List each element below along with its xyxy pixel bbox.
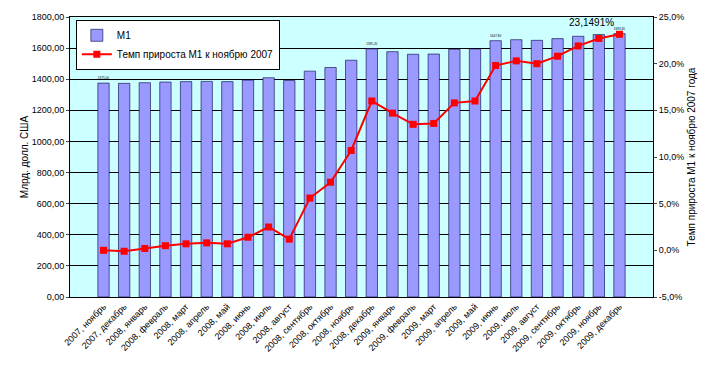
svg-text:2008, февраль: 2008, февраль — [119, 302, 170, 353]
svg-text:0,00: 0,00 — [47, 292, 65, 302]
svg-text:1000,00: 1000,00 — [32, 137, 65, 147]
svg-text:1600,00: 1600,00 — [32, 43, 65, 53]
svg-text:2008, январь: 2008, январь — [104, 302, 150, 348]
svg-text:2009, январь: 2009, январь — [352, 302, 398, 348]
svg-text:200,00: 200,00 — [37, 261, 65, 271]
svg-text:Млрд. долл. США: Млрд. долл. США — [19, 116, 30, 199]
svg-text:Темп прироста M1 к ноябрю 2007: Темп прироста M1 к ноябрю 2007 — [117, 49, 273, 60]
svg-text:M1: M1 — [117, 30, 131, 41]
svg-text:10,0%: 10,0% — [659, 152, 685, 162]
svg-text:1400,00: 1400,00 — [32, 74, 65, 84]
svg-text:1375,00: 1375,00 — [98, 76, 109, 80]
svg-text:2009, февраль: 2009, февраль — [367, 302, 418, 353]
svg-text:2009, май: 2009, май — [443, 302, 479, 338]
svg-text:2009, октябрь: 2009, октябрь — [535, 302, 583, 350]
svg-text:2008, октябрь: 2008, октябрь — [287, 302, 335, 350]
svg-text:2009, август: 2009, август — [498, 302, 541, 345]
svg-text:15,0%: 15,0% — [659, 105, 685, 115]
svg-text:2009, сентябрь: 2009, сентябрь — [510, 302, 562, 354]
svg-text:5,0%: 5,0% — [659, 199, 680, 209]
svg-text:600,00: 600,00 — [37, 199, 65, 209]
svg-text:1647,80: 1647,80 — [490, 34, 501, 38]
svg-text:Темп прироста M1 к ноябрю 2007: Темп прироста M1 к ноябрю 2007 года — [686, 67, 697, 246]
svg-text:20,0%: 20,0% — [659, 59, 685, 69]
svg-text:2009, декабрь: 2009, декабрь — [575, 302, 624, 351]
svg-text:2008, декабрь: 2008, декабрь — [327, 302, 376, 351]
svg-text:2008, июль: 2008, июль — [233, 302, 273, 342]
svg-text:0,0%: 0,0% — [659, 245, 680, 255]
svg-text:1595,20: 1595,20 — [366, 42, 377, 46]
svg-text:2009, апрель: 2009, апрель — [413, 302, 459, 348]
svg-text:2008, март: 2008, март — [152, 302, 191, 341]
svg-text:25,0%: 25,0% — [659, 12, 685, 22]
svg-text:1200,00: 1200,00 — [32, 105, 65, 115]
svg-text:2008, май: 2008, май — [196, 302, 232, 338]
svg-text:2008, июнь: 2008, июнь — [213, 302, 253, 342]
svg-text:2007, декабрь: 2007, декабрь — [80, 302, 129, 351]
svg-text:-5,0%: -5,0% — [659, 292, 683, 302]
svg-text:2009, ноябрь: 2009, ноябрь — [558, 302, 604, 348]
svg-text:800,00: 800,00 — [37, 168, 65, 178]
svg-text:1693,30: 1693,30 — [614, 27, 625, 31]
svg-text:2008, сентябрь: 2008, сентябрь — [263, 302, 315, 354]
svg-text:2008, апрель: 2008, апрель — [166, 302, 212, 348]
svg-text:2008, ноябрь: 2008, ноябрь — [310, 302, 356, 348]
svg-text:2009, июль: 2009, июль — [481, 302, 521, 342]
svg-text:400,00: 400,00 — [37, 230, 65, 240]
svg-text:2008, август: 2008, август — [251, 302, 294, 345]
svg-text:2009, июнь: 2009, июнь — [460, 302, 500, 342]
svg-text:2009, март: 2009, март — [399, 302, 438, 341]
svg-text:23,1491%: 23,1491% — [569, 17, 614, 28]
svg-text:2007, ноябрь: 2007, ноябрь — [62, 302, 108, 348]
svg-text:1800,00: 1800,00 — [32, 12, 65, 22]
